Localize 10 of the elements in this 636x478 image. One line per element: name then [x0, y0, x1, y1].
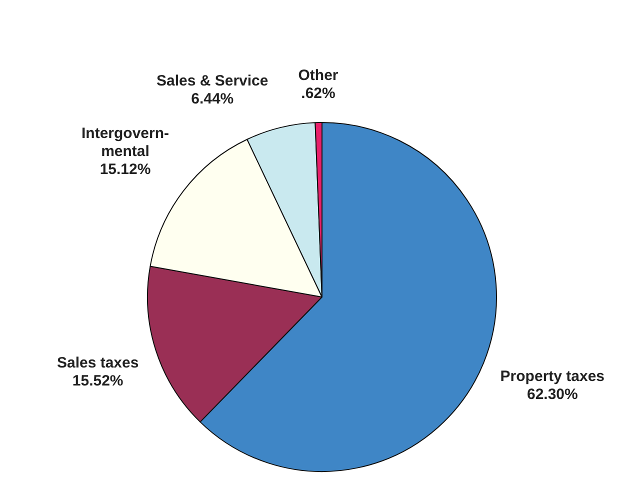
- data-label: .62%: [301, 85, 336, 102]
- data-label: 15.52%: [72, 372, 124, 390]
- slice-label: Other: [298, 67, 338, 84]
- slice-label: Intergovern-mental: [81, 124, 170, 160]
- data-label: 62.30%: [526, 386, 578, 404]
- slice-label: Sales & Service: [156, 72, 268, 90]
- slice-label: Property taxes: [500, 368, 605, 386]
- slice-label: Sales taxes: [56, 354, 139, 372]
- data-label: 15.12%: [100, 160, 151, 178]
- data-label: 6.44%: [191, 90, 234, 108]
